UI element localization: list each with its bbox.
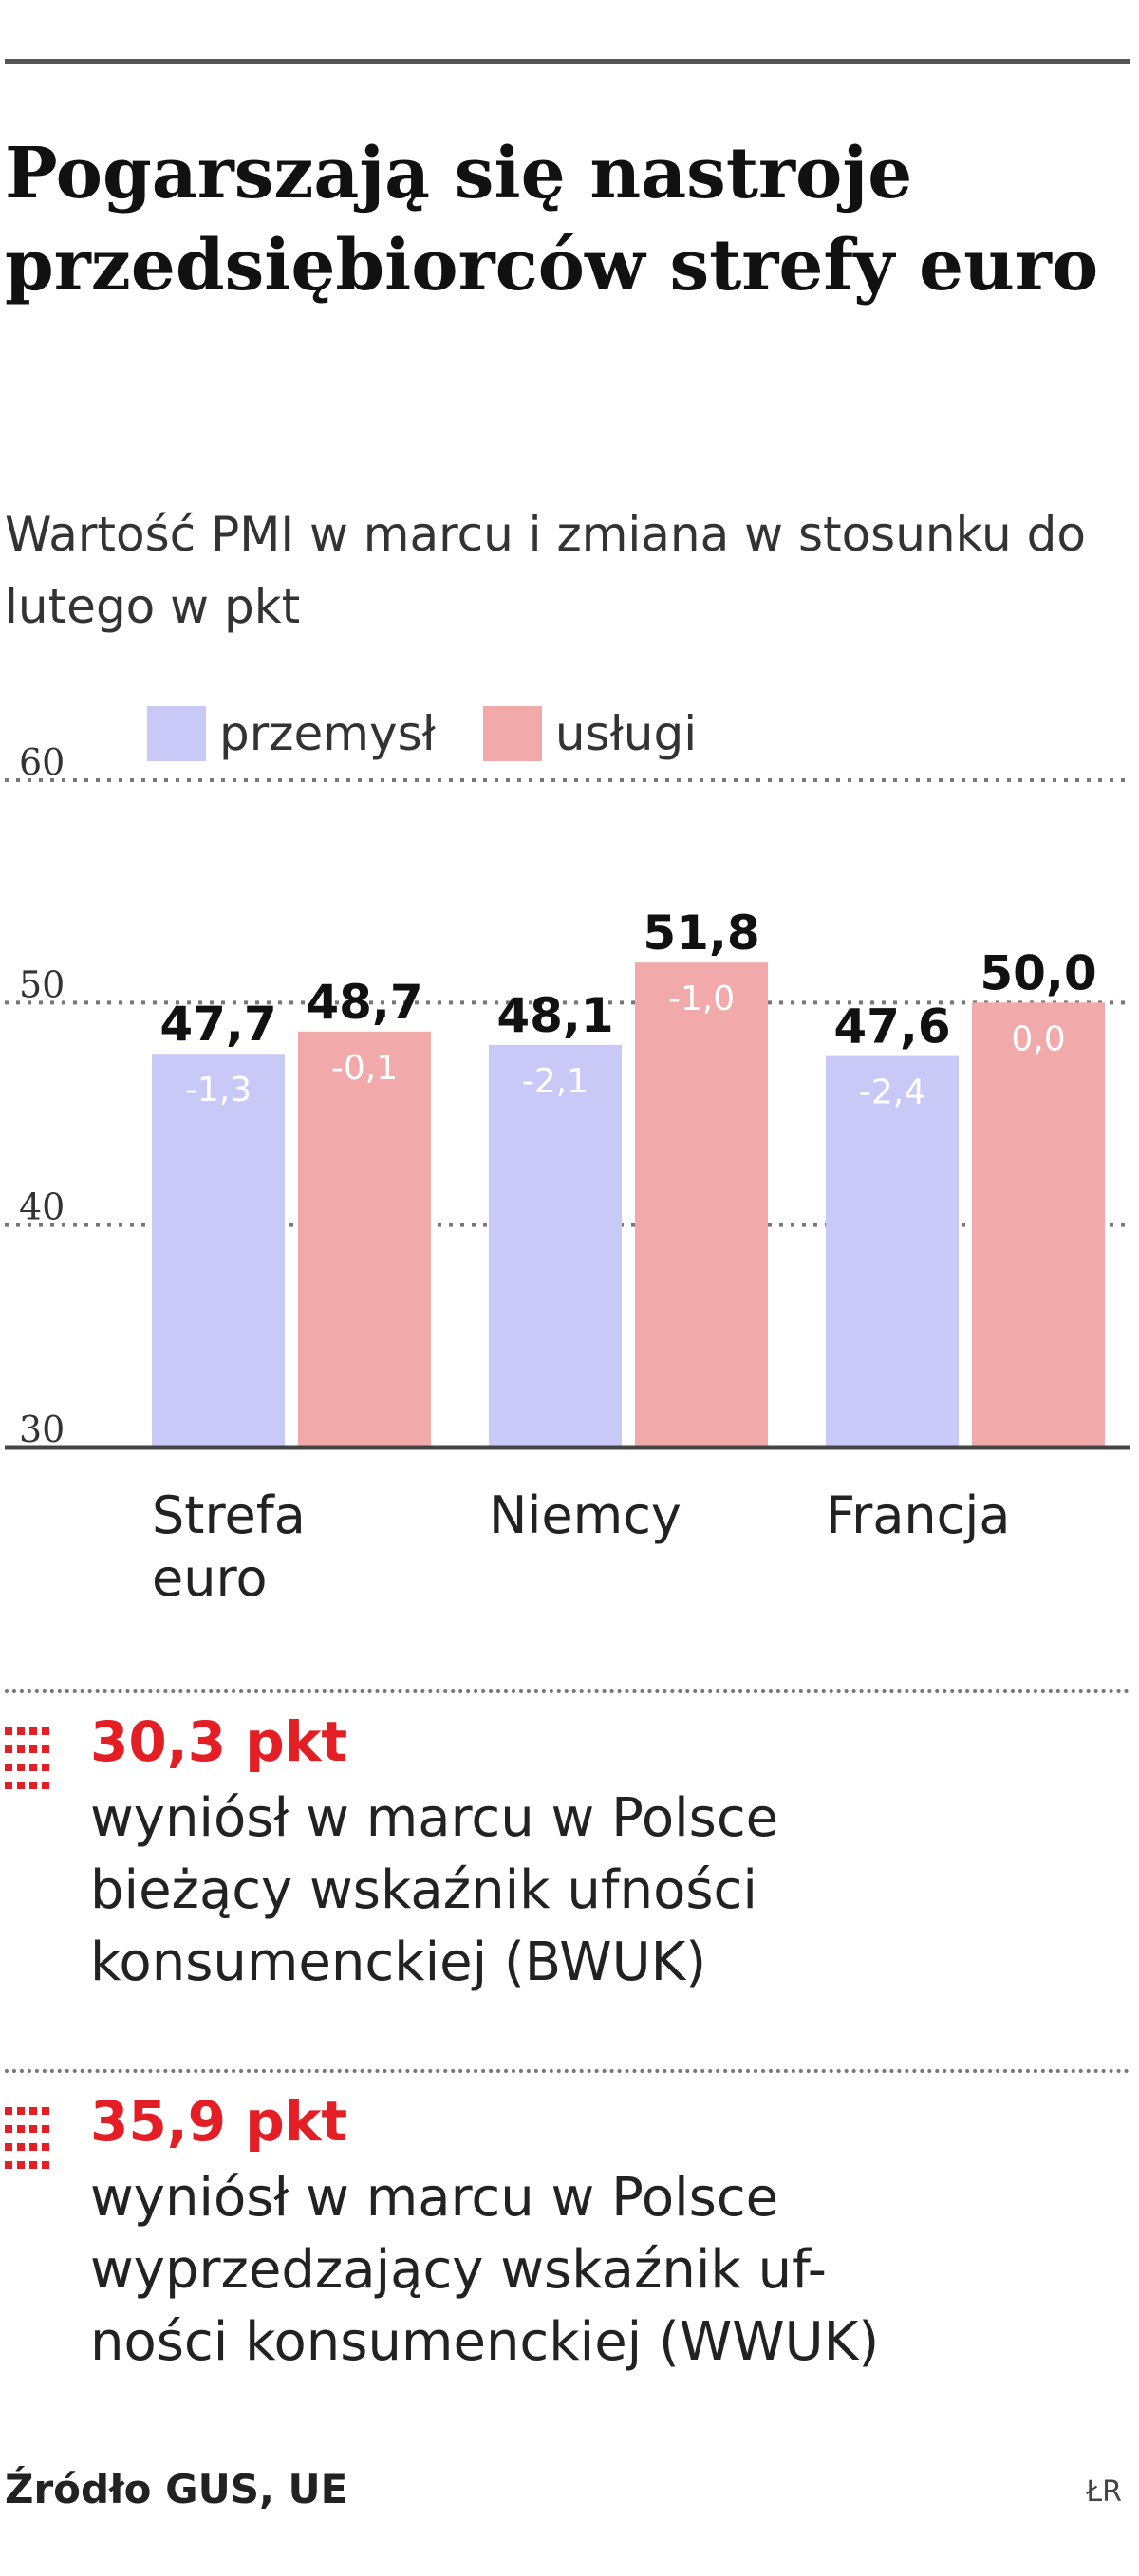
y-tick-label: 30 — [19, 1409, 65, 1450]
bar — [635, 962, 768, 1447]
x-tick-label: Niemcy — [489, 1485, 682, 1545]
x-tick-label: Francja — [826, 1485, 1010, 1545]
data-label: 47,7 — [159, 997, 276, 1052]
legend-swatch-uslugi — [482, 706, 542, 761]
change-label: -1,0 — [668, 980, 735, 1018]
data-label: 51,8 — [643, 905, 759, 961]
stat-description-line: konsumenckiej (BWUK) — [90, 1932, 707, 1993]
legend: przemysł usługi — [147, 700, 744, 767]
bar — [298, 1031, 431, 1447]
data-label: 47,6 — [833, 999, 950, 1055]
chart-title: Pogarszają się nastroje przedsiębiorców … — [5, 133, 1099, 307]
stat-description: wyniósł w marcu w Polsce bieżący wskaźni… — [90, 1783, 1125, 1999]
change-label: -2,4 — [859, 1073, 925, 1112]
divider-2 — [5, 2069, 1130, 2073]
y-tick-label: 40 — [19, 1186, 65, 1228]
y-tick-label: 60 — [19, 741, 65, 783]
data-label: 50,0 — [980, 945, 1096, 1000]
bar — [826, 1055, 959, 1447]
bar — [489, 1044, 622, 1447]
x-tick-label: euro — [152, 1548, 268, 1608]
stat-description-line: wyniósł w marcu w Polsce — [90, 1787, 779, 1849]
legend-swatch-przemysl — [147, 706, 206, 761]
change-label: -2,1 — [522, 1062, 588, 1101]
legend-item-przemysl: przemysł — [147, 706, 436, 761]
stat-value: 30,3 pkt — [90, 1709, 348, 1774]
divider-1 — [5, 1689, 1130, 1693]
dot-grid-icon — [5, 1726, 54, 1789]
dot-grid-icon — [5, 2105, 54, 2169]
change-label: -1,3 — [185, 1071, 252, 1110]
data-label: 48,1 — [496, 988, 613, 1043]
stat-description-line: ności konsumenckiej (WWUK) — [90, 2311, 880, 2373]
bar — [972, 1002, 1105, 1447]
data-label: 48,7 — [306, 975, 422, 1030]
stat-description-line: bieżący wskaźnik ufności — [90, 1859, 757, 1921]
stat-description-line: wyprzedzający wskaźnik uf- — [90, 2239, 827, 2301]
x-tick-label: Strefa — [152, 1485, 306, 1545]
stat-value: 35,9 pkt — [90, 2089, 348, 2154]
author-credit: ŁR — [1086, 2475, 1122, 2509]
legend-label-przemysl: przemysł — [219, 706, 436, 761]
y-tick-label: 50 — [19, 963, 65, 1005]
chart-subtitle: Wartość PMI w marcu i zmiana w stosunku … — [5, 507, 1086, 634]
source-note: Źródło GUS, UE — [5, 2466, 348, 2512]
bar — [152, 1054, 285, 1447]
stat-description: wyniósł w marcu w Polsce wyprzedzający w… — [90, 2162, 1125, 2379]
legend-label-uslugi: usługi — [554, 706, 698, 761]
change-label: -0,1 — [331, 1049, 398, 1088]
top-rule — [5, 59, 1130, 64]
stat-description-line: wyniósł w marcu w Polsce — [90, 2167, 779, 2229]
legend-item-uslugi: usługi — [482, 706, 698, 761]
change-label: 0,0 — [1011, 1019, 1065, 1058]
